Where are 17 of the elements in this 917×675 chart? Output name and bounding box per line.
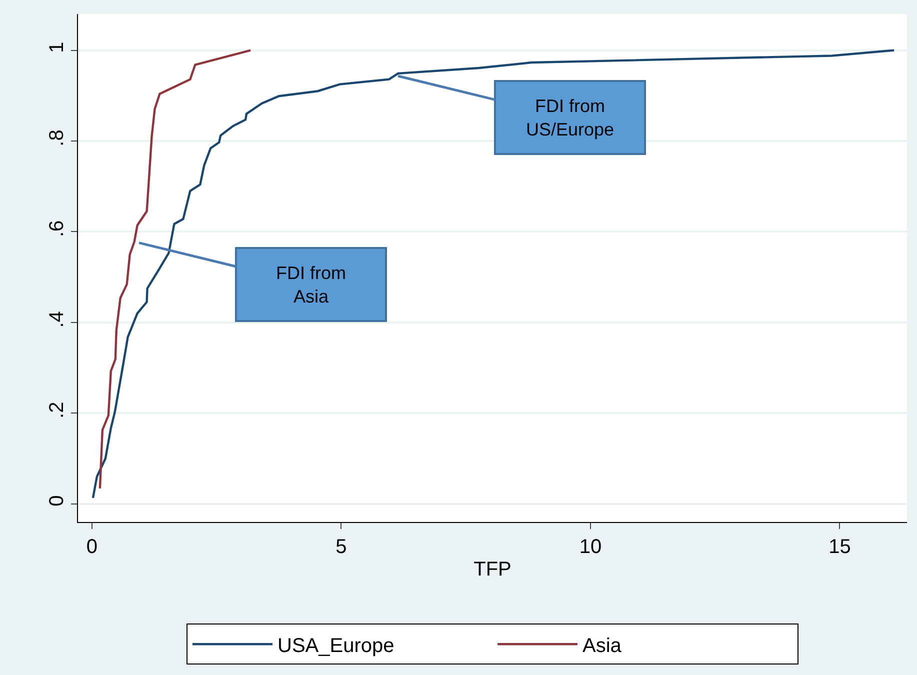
x-tick-label: 15 bbox=[828, 536, 851, 558]
legend-label: Asia bbox=[582, 634, 622, 657]
y-tick-label: .4 bbox=[46, 311, 68, 328]
legend-label: USA_Europe bbox=[278, 634, 394, 657]
annotation: FDI from Asia bbox=[276, 263, 346, 306]
x-axis-title: TFP bbox=[474, 558, 512, 580]
y-tick-label: .6 bbox=[46, 220, 68, 238]
x-tick-label: 0 bbox=[86, 536, 98, 558]
x-tick-label: 10 bbox=[579, 536, 602, 558]
y-tick-label: .8 bbox=[46, 130, 68, 146]
x-tick-label: 5 bbox=[336, 536, 347, 558]
y-tick-label: .2 bbox=[46, 402, 68, 418]
line-series bbox=[92, 49, 896, 500]
y-tick-label: 0 bbox=[46, 495, 68, 506]
y-tick-label: 1 bbox=[46, 42, 68, 53]
line-series bbox=[98, 49, 252, 490]
annotation: FDI from US/Europe bbox=[526, 96, 614, 140]
